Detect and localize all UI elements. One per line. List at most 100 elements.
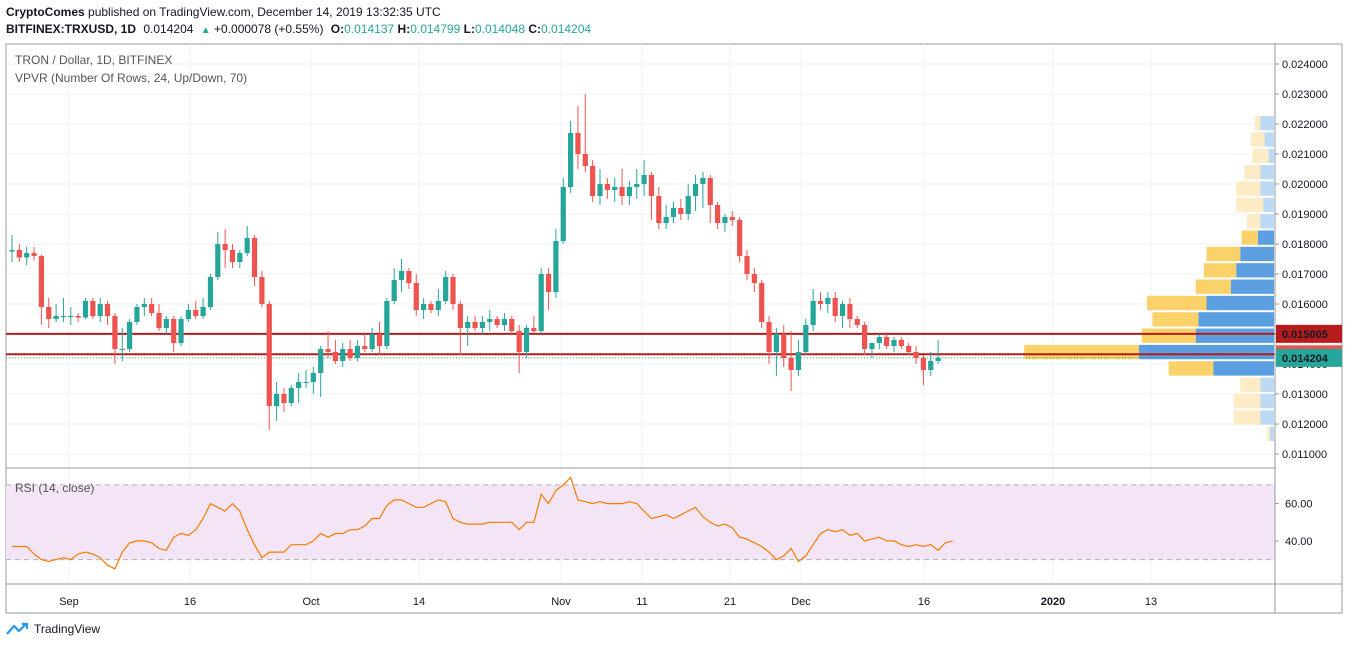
time-tick-label: Oct (302, 596, 319, 608)
price-tick-label: 0.024000 (1282, 59, 1328, 71)
price-label-box (1276, 324, 1342, 343)
candle-body (523, 328, 530, 352)
candle-body (648, 175, 655, 196)
volume-profile (1024, 116, 1274, 441)
volume-bar-down (1252, 148, 1269, 164)
volume-bar-down (1152, 312, 1199, 327)
candle-body (127, 322, 133, 349)
candle-body (884, 337, 890, 346)
candle-body (178, 319, 184, 343)
candle-body (479, 322, 485, 328)
candle-body (38, 256, 44, 307)
price-tick-label: 0.019000 (1282, 209, 1328, 221)
candle-body (928, 361, 934, 370)
candle-body (509, 319, 515, 331)
price-tick-label: 0.021000 (1282, 149, 1328, 161)
symbol-bar: BITFINEX:TRXUSD, 1D 0.014204 ▲ +0.000078… (6, 22, 591, 36)
close-label: C: (528, 22, 542, 36)
price-label-box (1276, 348, 1342, 367)
volume-bar-down (1244, 165, 1261, 180)
candle-body (516, 331, 522, 352)
candles (9, 94, 941, 430)
candle-body (215, 244, 221, 277)
candle-body (825, 298, 831, 304)
high-label: H: (397, 22, 411, 36)
volume-bar-up (1213, 361, 1274, 376)
time-tick-label: Nov (551, 596, 571, 608)
candle-body (229, 250, 236, 262)
candle-body (560, 187, 566, 241)
footer: TradingView (6, 622, 100, 636)
candle-body (891, 340, 897, 346)
candle-body (251, 238, 258, 277)
time-tick-label: Sep (59, 596, 79, 608)
candle-body (428, 304, 434, 310)
close-value: 0.014204 (541, 22, 592, 36)
candle-body (935, 358, 941, 361)
candle-body (222, 244, 228, 250)
candle-body (670, 208, 677, 217)
candle-body (545, 274, 552, 292)
footer-brand[interactable]: TradingView (34, 622, 101, 636)
candle-body (795, 352, 802, 370)
volume-bar-down (1203, 263, 1237, 278)
candle-body (575, 133, 581, 154)
price-tick-label: 0.023000 (1282, 89, 1328, 101)
volume-bar-up (1257, 230, 1274, 245)
candle-body (259, 277, 265, 304)
candle-body (421, 304, 427, 310)
volume-bar-down (1255, 116, 1261, 131)
volume-bar-down (1147, 295, 1207, 311)
candle-body (207, 277, 214, 307)
author-name[interactable]: CryptoComes (6, 5, 85, 19)
volume-bar-down (1024, 344, 1139, 360)
candle-body (82, 301, 89, 318)
volume-bar-up (1260, 165, 1274, 180)
tradingview-logo-icon (6, 622, 29, 635)
price-tick-label: 0.018000 (1282, 239, 1328, 251)
candle-body (318, 349, 324, 373)
time-axis[interactable]: Sep 16 Oct 14 Nov 11 21 Dec 16 2020 13 (59, 596, 1157, 608)
candle-body (869, 343, 875, 349)
vpvr-label: VPVR (Number Of Rows, 24, Up/Down, 70) (15, 71, 247, 85)
price-tick-label: 0.012000 (1282, 419, 1328, 431)
open-label: O: (330, 22, 345, 36)
candle-body (244, 238, 250, 253)
candle-body (90, 301, 96, 316)
candle-body (354, 346, 361, 358)
price-tick-label: 0.020000 (1282, 179, 1328, 191)
candle-body (722, 217, 728, 223)
candle-body (347, 349, 353, 358)
rsi-band (6, 484, 1275, 560)
high-value: 0.014799 (410, 22, 461, 36)
price-tick-label: 0.022000 (1282, 119, 1328, 131)
candle-body (376, 334, 383, 346)
volume-bar-up (1260, 214, 1274, 229)
candle-body (68, 316, 74, 317)
open-value: 0.014137 (344, 22, 395, 36)
candle-body (303, 382, 309, 383)
volume-bar-up (1260, 181, 1274, 196)
candle-body (185, 310, 191, 319)
volume-bar-down (1240, 377, 1261, 392)
candle-body (443, 277, 449, 301)
up-arrow-icon: ▲ (200, 25, 211, 36)
candle-body (832, 298, 838, 316)
volume-bar-down (1247, 214, 1261, 229)
rsi-label: RSI (14, close) (15, 481, 94, 495)
candle-body (700, 178, 706, 184)
candle-body (817, 301, 824, 304)
candle-body (788, 358, 794, 370)
candle-body (171, 319, 177, 343)
price-tick-label: 0.011000 (1282, 449, 1327, 461)
candle-body (104, 304, 111, 316)
volume-bar-down (1195, 279, 1231, 294)
volume-bar-up (1236, 263, 1274, 278)
volume-bar-up (1240, 246, 1274, 262)
price-axis[interactable]: 0.024000 0.023000 0.022000 0.021000 0.020000… (1275, 59, 1342, 548)
candle-body (898, 340, 904, 346)
candle-body (53, 316, 59, 319)
price-tick-label: 0.017000 (1282, 269, 1328, 281)
volume-bar-up (1260, 393, 1274, 409)
